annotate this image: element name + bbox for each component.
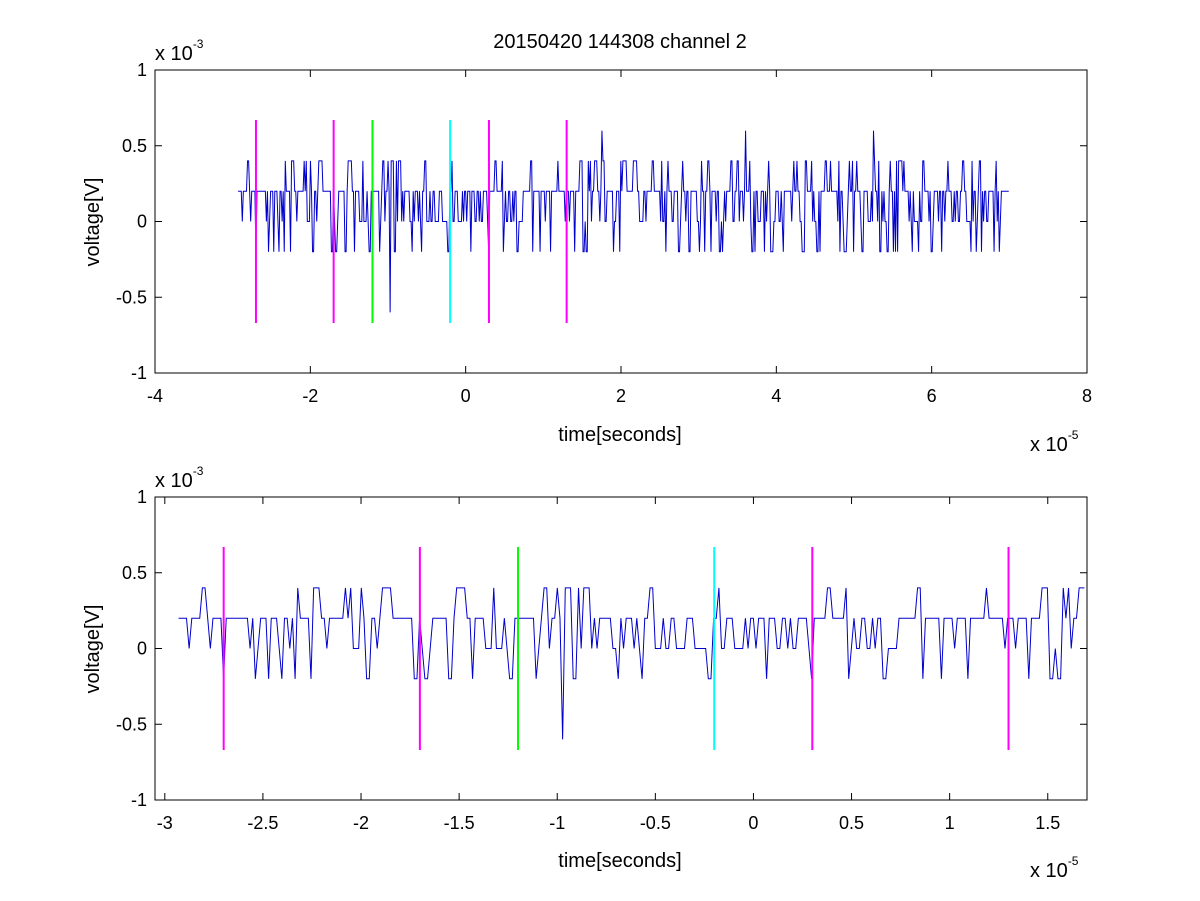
top-y-multiplier-base: x 10 bbox=[155, 43, 193, 65]
bottom-y-multiplier-base: x 10 bbox=[155, 470, 193, 492]
top-x-tick-label: 2 bbox=[616, 386, 626, 406]
top-y-tick-label: -1 bbox=[131, 363, 147, 383]
bottom-subplot: -3 -2.5 -2 -1.5 -1 -0.5 0 0.5 1 1.5 -1 -0.5 0 0.5 1 t… bbox=[82, 464, 1088, 882]
bottom-x-tick-label: -3 bbox=[157, 813, 173, 833]
bottom-x-tick-label: -1 bbox=[549, 813, 565, 833]
top-y-ticks: -1 -0.5 0 0.5 1 bbox=[116, 60, 1087, 383]
bottom-x-tick-label: 0 bbox=[748, 813, 758, 833]
top-y-multiplier: x 10-3 bbox=[155, 37, 204, 65]
top-x-tick-label: 0 bbox=[461, 386, 471, 406]
top-y-multiplier-exponent: -3 bbox=[193, 37, 204, 51]
top-y-tick-label: -0.5 bbox=[116, 287, 147, 307]
top-marker-layer bbox=[254, 119, 568, 324]
top-y-tick-label: 0 bbox=[137, 212, 147, 232]
bottom-y-tick-label: -1 bbox=[131, 790, 147, 810]
chart-title: 20150420 144308 channel 2 bbox=[493, 31, 747, 53]
top-signal-layer bbox=[238, 130, 1009, 313]
top-x-multiplier: x 10-5 bbox=[1030, 428, 1079, 456]
bottom-x-multiplier-exponent: -5 bbox=[1068, 854, 1079, 868]
bottom-signal-line bbox=[178, 587, 1085, 740]
bottom-x-tick-label: 0.5 bbox=[839, 813, 864, 833]
top-x-multiplier-exponent: -5 bbox=[1068, 428, 1079, 442]
bottom-y-ticks: -1 -0.5 0 0.5 1 bbox=[116, 487, 1087, 810]
top-y-tick-label: 1 bbox=[137, 60, 147, 80]
bottom-x-tick-label: -1.5 bbox=[444, 813, 475, 833]
bottom-x-axis-label: time[seconds] bbox=[558, 850, 681, 872]
bottom-x-tick-label: -0.5 bbox=[640, 813, 671, 833]
top-x-tick-label: -2 bbox=[302, 386, 318, 406]
bottom-x-tick-label: -2.5 bbox=[247, 813, 278, 833]
bottom-y-multiplier-exponent: -3 bbox=[193, 464, 204, 478]
bottom-y-tick-label: -0.5 bbox=[116, 714, 147, 734]
bottom-x-tick-label: -2 bbox=[353, 813, 369, 833]
bottom-y-tick-label: 0.5 bbox=[122, 563, 147, 583]
top-signal-line bbox=[238, 130, 1009, 313]
bottom-y-tick-label: 1 bbox=[137, 487, 147, 507]
bottom-y-multiplier: x 10-3 bbox=[155, 464, 204, 492]
top-x-multiplier-base: x 10 bbox=[1030, 434, 1068, 456]
top-x-tick-label: 4 bbox=[771, 386, 781, 406]
bottom-y-tick-label: 0 bbox=[137, 639, 147, 659]
top-x-tick-label: 8 bbox=[1082, 386, 1092, 406]
bottom-x-tick-label: 1.5 bbox=[1035, 813, 1060, 833]
top-x-tick-label: -4 bbox=[147, 386, 163, 406]
bottom-x-multiplier: x 10-5 bbox=[1030, 854, 1079, 882]
top-y-tick-label: 0.5 bbox=[122, 136, 147, 156]
bottom-x-ticks: -3 -2.5 -2 -1.5 -1 -0.5 0 0.5 1 1.5 bbox=[157, 497, 1060, 833]
top-y-axis-label: voltage[V] bbox=[82, 178, 104, 267]
top-x-tick-label: 6 bbox=[927, 386, 937, 406]
bottom-x-tick-label: 1 bbox=[945, 813, 955, 833]
bottom-y-axis-label: voltage[V] bbox=[82, 605, 104, 694]
top-subplot: -4 -2 0 2 4 6 8 -1 -0.5 0 0.5 1 time[seconds] volt… bbox=[82, 37, 1092, 456]
bottom-marker-layer bbox=[222, 546, 1010, 751]
bottom-signal-layer bbox=[178, 587, 1085, 740]
top-x-axis-label: time[seconds] bbox=[558, 424, 681, 446]
top-x-ticks: -4 -2 0 2 4 6 8 bbox=[147, 70, 1092, 406]
bottom-x-multiplier-base: x 10 bbox=[1030, 860, 1068, 882]
